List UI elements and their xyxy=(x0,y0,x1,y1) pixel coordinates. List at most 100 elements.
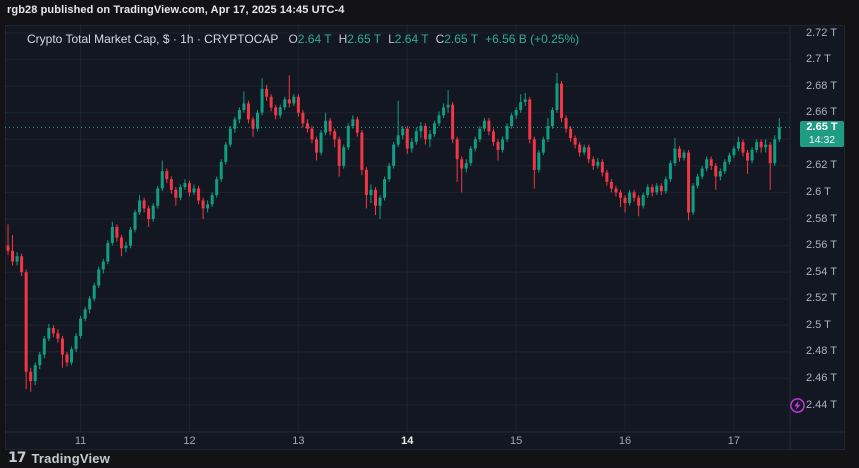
time-axis-label: 15 xyxy=(510,435,523,447)
candle-wick xyxy=(379,195,381,219)
candle-body xyxy=(732,148,736,156)
candle-body xyxy=(691,185,695,213)
candle-body xyxy=(15,256,19,262)
candle-body xyxy=(496,141,500,150)
candle-body xyxy=(296,96,300,113)
candle-body xyxy=(632,192,636,198)
candle-body xyxy=(600,161,604,173)
boost-button[interactable] xyxy=(789,397,806,414)
candle-body xyxy=(446,104,450,108)
candle-wick xyxy=(769,141,771,190)
candle-body xyxy=(364,169,368,196)
time-axis-label: 14 xyxy=(401,435,414,447)
attribution-text: rgb28 published on TradingView.com, Apr … xyxy=(7,4,345,16)
candle-body xyxy=(110,226,114,243)
candle-body xyxy=(673,148,677,164)
candle-body xyxy=(128,229,132,246)
candle-body xyxy=(79,318,83,336)
candle-body xyxy=(355,119,359,133)
candle-body xyxy=(423,126,427,140)
price-axis-label: 2.7 T xyxy=(806,53,831,66)
candle-body xyxy=(24,272,28,372)
tradingview-logo-text[interactable]: TradingView xyxy=(31,450,111,466)
change-value: +6.56 B (+0.25%) xyxy=(485,32,580,46)
candle-body xyxy=(378,197,382,206)
candle-body xyxy=(659,185,663,192)
candle-body xyxy=(491,131,495,142)
candle-body xyxy=(29,371,33,382)
candle-body xyxy=(160,171,164,189)
candle-body xyxy=(169,179,173,190)
candle-body xyxy=(138,200,142,213)
price-axis-label: 2.72 T xyxy=(806,26,837,39)
candle-body xyxy=(165,171,169,180)
candle-body xyxy=(369,189,373,196)
candle-body xyxy=(101,261,105,270)
candle-body xyxy=(755,141,759,150)
time-axis-label: 11 xyxy=(74,435,87,447)
candle-body xyxy=(392,144,396,166)
candle-body xyxy=(582,147,586,153)
candle-body xyxy=(233,119,237,129)
candle-body xyxy=(410,141,414,149)
last-price-value: 2.65 T xyxy=(806,121,838,134)
candle-body xyxy=(360,132,364,170)
candle-body xyxy=(764,144,768,148)
candle-body xyxy=(682,152,686,158)
candle-body xyxy=(646,187,650,196)
candle-body xyxy=(11,250,15,262)
candle-body xyxy=(414,131,418,142)
candle-body xyxy=(501,139,505,150)
candle-body xyxy=(532,139,536,170)
candle-body xyxy=(464,163,468,169)
candle-wick xyxy=(243,91,245,113)
candle-body xyxy=(700,168,704,177)
candle-body xyxy=(142,200,146,209)
candle-body xyxy=(219,161,223,180)
candle-body xyxy=(564,118,568,129)
candle-body xyxy=(351,119,355,126)
symbol-title[interactable]: Crypto Total Market Cap, $ · 1h · CRYPTO… xyxy=(27,32,279,46)
candle-body xyxy=(596,161,600,166)
candle-wick xyxy=(747,149,749,174)
candle-body xyxy=(528,99,532,140)
candle-body xyxy=(328,120,332,132)
time-axis-label: 12 xyxy=(183,435,196,447)
candle-body xyxy=(237,110,241,120)
candle-body xyxy=(618,192,622,198)
candle-body xyxy=(133,212,137,230)
candle-body xyxy=(428,133,432,140)
candle-body xyxy=(201,200,205,209)
candle-body xyxy=(714,165,718,177)
candle-body xyxy=(641,195,645,206)
footer: 17 TradingView xyxy=(8,449,110,467)
candle-body xyxy=(605,172,609,182)
candle-body xyxy=(315,139,319,153)
candle-body xyxy=(442,107,446,116)
price-axis-label: 2.58 T xyxy=(806,212,837,225)
candle-body xyxy=(197,188,201,201)
candle-body xyxy=(718,171,722,177)
candle-body xyxy=(20,256,24,273)
candle-body xyxy=(115,226,119,238)
lightning-bolt-icon xyxy=(794,400,801,411)
candle-body xyxy=(687,152,691,213)
ohlc-values: O2.64 T H2.65 T L2.64 T C2.65 T xyxy=(288,32,485,46)
candle-body xyxy=(455,139,459,160)
candle-body xyxy=(514,110,518,116)
candle-body xyxy=(324,120,328,133)
candle-body xyxy=(723,161,727,172)
tradingview-logo-icon[interactable]: 17 xyxy=(8,450,27,466)
candle-body xyxy=(246,103,250,120)
candle-body xyxy=(33,365,37,382)
last-price-label: 2.65 T 14:32 xyxy=(800,121,844,148)
time-axis-label: 13 xyxy=(292,435,305,447)
candle-body xyxy=(419,126,423,132)
boost-circle-icon xyxy=(790,398,805,413)
candle-wick xyxy=(397,100,399,148)
candle-body xyxy=(228,128,232,145)
candle-body xyxy=(432,123,436,134)
candle-body xyxy=(587,147,591,160)
candle-body xyxy=(337,139,341,166)
